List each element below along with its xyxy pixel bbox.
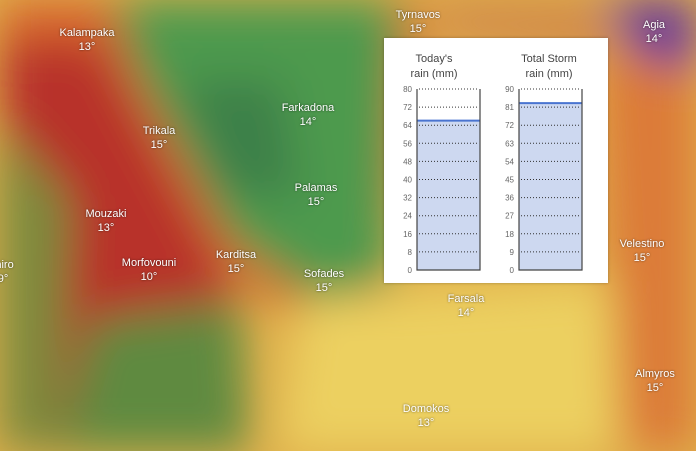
- city-temp: 15°: [150, 139, 168, 151]
- city-label: Morfovouni 10°: [122, 256, 176, 284]
- city-temp: 15°: [646, 382, 664, 394]
- tick-label: 45: [505, 176, 514, 185]
- city-label: Trikala 15°: [143, 124, 176, 152]
- gauge-outline: [416, 89, 481, 271]
- storm-rain-title: Total Storm rain (mm): [499, 52, 599, 82]
- tick-label: 72: [403, 103, 412, 112]
- city-label: Velestino 15°: [620, 237, 665, 265]
- city-temp: 13°: [78, 41, 96, 53]
- tick-label: 56: [403, 139, 412, 148]
- city-temp: 14°: [645, 33, 663, 45]
- city-name: Farsala: [447, 293, 485, 305]
- city-temp: 10°: [140, 271, 158, 283]
- city-name: thiro: [0, 259, 14, 271]
- storm-rain-title-line1: Total Storm: [521, 53, 577, 65]
- city-temp: 15°: [409, 23, 427, 35]
- tick-label: 90: [505, 85, 514, 94]
- city-label: Agia 14°: [643, 18, 665, 46]
- today-rain-title-line1: Today's: [415, 53, 453, 65]
- city-name: Mouzaki: [85, 208, 127, 220]
- city-temp: 13°: [97, 222, 115, 234]
- city-temp: 14°: [457, 307, 475, 319]
- tick-label: 72: [505, 121, 514, 130]
- city-label: Tyrnavos 15°: [396, 8, 441, 36]
- tick-label: 24: [403, 212, 412, 221]
- city-label: Sofades 15°: [304, 267, 344, 295]
- storm-rain-title-line2: rain (mm): [525, 68, 573, 80]
- today-rain-title: Today's rain (mm): [384, 52, 484, 82]
- city-temp: 15°: [633, 252, 651, 264]
- tick-label: 8: [408, 248, 413, 257]
- city-name: Palamas: [294, 182, 338, 194]
- tick-label: 80: [403, 85, 412, 94]
- tick-label: 36: [505, 194, 514, 203]
- gauge-fill: [519, 103, 582, 270]
- city-label: Farkadona 14°: [282, 101, 335, 129]
- city-label: Farsala 14°: [448, 292, 485, 320]
- city-name: Velestino: [619, 238, 665, 250]
- tick-label: 32: [403, 194, 412, 203]
- tick-label: 9: [510, 248, 515, 257]
- tick-label: 48: [403, 157, 412, 166]
- tick-label: 16: [403, 230, 412, 239]
- city-label: Karditsa 15°: [216, 248, 256, 276]
- today-rain-title-line2: rain (mm): [410, 68, 458, 80]
- tick-label: 40: [403, 176, 412, 185]
- tick-label: 18: [505, 230, 514, 239]
- city-name: Karditsa: [215, 249, 257, 261]
- city-name: Kalampaka: [59, 27, 115, 39]
- city-temp: 9°: [0, 273, 9, 285]
- tick-label: 0: [510, 266, 515, 275]
- tick-label: 81: [505, 103, 514, 112]
- city-name: Morfovouni: [121, 257, 177, 269]
- city-label: Almyros 15°: [635, 367, 675, 395]
- city-label: Mouzaki 13°: [86, 207, 127, 235]
- tick-label: 64: [403, 121, 412, 130]
- gauge-fill: [417, 120, 480, 270]
- city-name: Agia: [642, 19, 666, 31]
- city-label: Domokos 13°: [403, 402, 449, 430]
- tick-label: 27: [505, 212, 514, 221]
- city-label: Kalampaka 13°: [59, 26, 114, 54]
- city-label: thiro 9°: [0, 258, 14, 286]
- city-name: Almyros: [635, 368, 675, 380]
- city-temp: 15°: [307, 196, 325, 208]
- rain-chart-panel: 80 72 64 56 48 40 32 24 16 8 0 90 81 72 63 54 45 36 27 18 9 0…: [384, 38, 608, 283]
- city-name: Domokos: [402, 403, 450, 415]
- city-name: Trikala: [142, 125, 176, 137]
- city-name: Tyrnavos: [395, 9, 441, 21]
- tick-label: 54: [505, 157, 514, 166]
- tick-label: 63: [505, 139, 514, 148]
- city-label: Palamas 15°: [295, 181, 338, 209]
- gauge-outline: [518, 89, 583, 271]
- city-temp: 15°: [227, 263, 245, 275]
- city-temp: 14°: [299, 116, 317, 128]
- city-name: Farkadona: [281, 102, 335, 114]
- tick-label: 0: [408, 266, 413, 275]
- city-name: Sofades: [303, 268, 345, 280]
- city-temp: 13°: [417, 417, 435, 429]
- city-temp: 15°: [315, 282, 333, 294]
